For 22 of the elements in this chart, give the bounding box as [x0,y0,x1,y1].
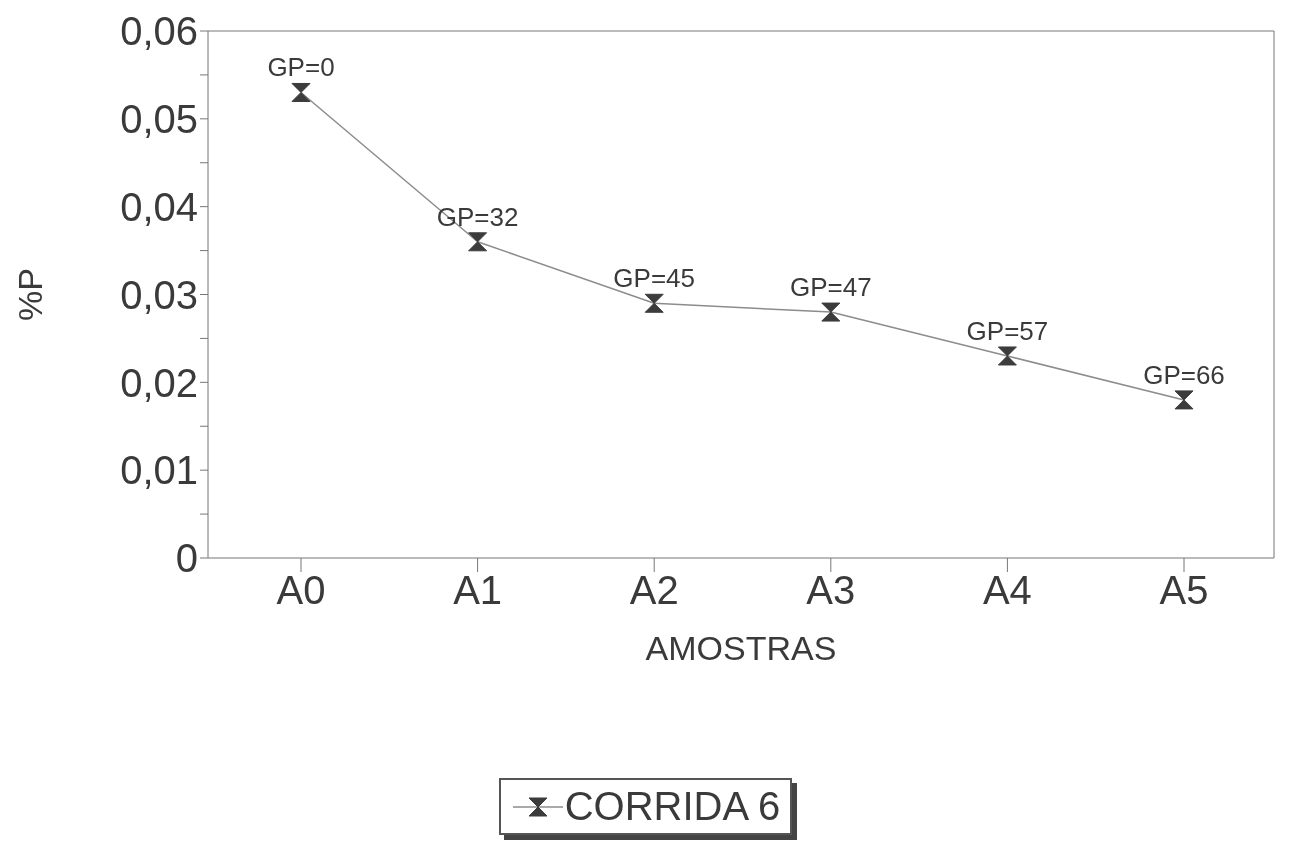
x-tick-label: A2 [629,568,679,613]
y-tick-label: 0,01 [120,448,198,493]
annotation: GP=32 [436,201,519,232]
y-tick-label: 0,04 [120,184,198,229]
y-tick-label: 0,06 [120,9,198,54]
y-tick-label: 0,02 [120,360,198,405]
x-tick-label: A4 [982,568,1032,613]
y-tick-label: 0 [175,536,198,581]
annotation: GP=66 [1143,359,1225,390]
annotation: GP=0 [267,52,335,83]
x-axis-title: AMOSTRAS [645,629,837,667]
y-tick-label: 0,05 [120,97,198,142]
x-tick-label: A1 [453,568,503,613]
x-tick-label: A3 [806,568,856,613]
annotation: GP=45 [613,263,696,294]
annotation: GP=57 [966,315,1049,346]
legend-label: CORRIDA 6 [564,784,781,829]
x-tick-label: A0 [276,568,326,613]
x-tick-label: A5 [1159,568,1209,613]
y-axis-title: %P [11,268,50,321]
y-tick-label: 0,03 [120,272,198,317]
annotation: GP=47 [789,272,872,303]
